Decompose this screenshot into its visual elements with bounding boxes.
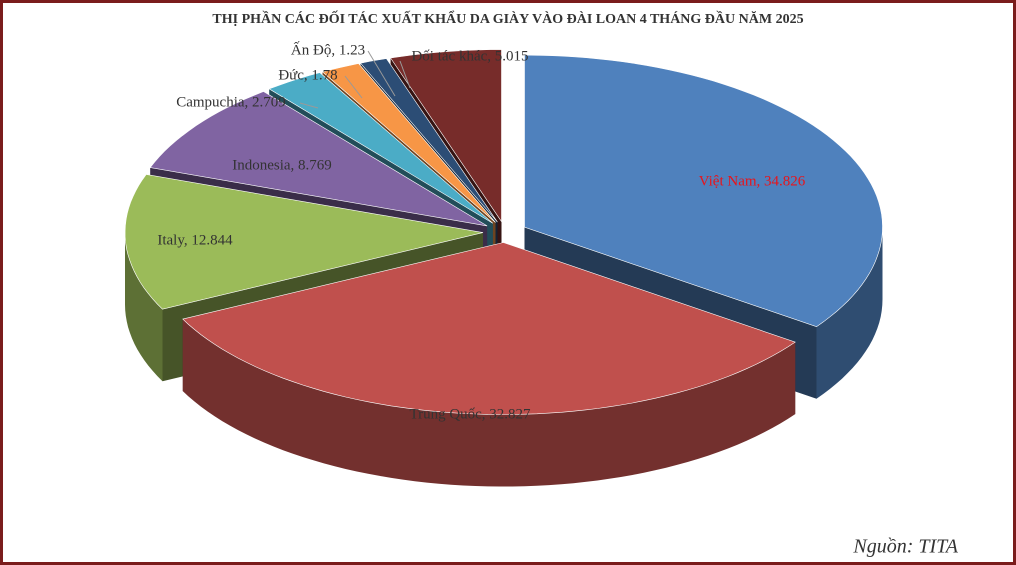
leader-line	[344, 75, 363, 99]
slice-side	[816, 227, 883, 399]
slice-top	[390, 49, 502, 223]
slice-side	[125, 232, 163, 382]
slice-top	[124, 174, 484, 310]
data-label: Đối tác khác, 5.015	[411, 48, 528, 64]
slice-side	[182, 319, 796, 487]
slice-top	[524, 54, 883, 328]
slice-top	[268, 72, 493, 224]
slice	[182, 242, 796, 487]
data-label: Italy, 12.844	[157, 232, 233, 248]
leader-line	[299, 102, 319, 109]
data-label: Indonesia, 8.769	[232, 157, 332, 173]
data-label: Ấn Độ, 1.23	[291, 41, 365, 58]
data-label: Việt Nam, 34.826	[699, 173, 806, 189]
data-label: Campuchia, 2.709	[176, 94, 286, 110]
leader-line	[399, 60, 411, 89]
leader-line	[367, 50, 396, 97]
slice-top	[149, 91, 488, 227]
chart-title: THỊ PHẦN CÁC ĐỐI TÁC XUẤT KHẨU DA GIÀY V…	[212, 9, 803, 27]
data-label: Đức, 1.78	[278, 67, 337, 83]
slice-top	[321, 63, 496, 223]
source-note: Nguồn: TITA	[852, 536, 958, 558]
slice-top	[182, 242, 796, 415]
data-label: Trung Quốc, 32.827	[409, 406, 531, 422]
